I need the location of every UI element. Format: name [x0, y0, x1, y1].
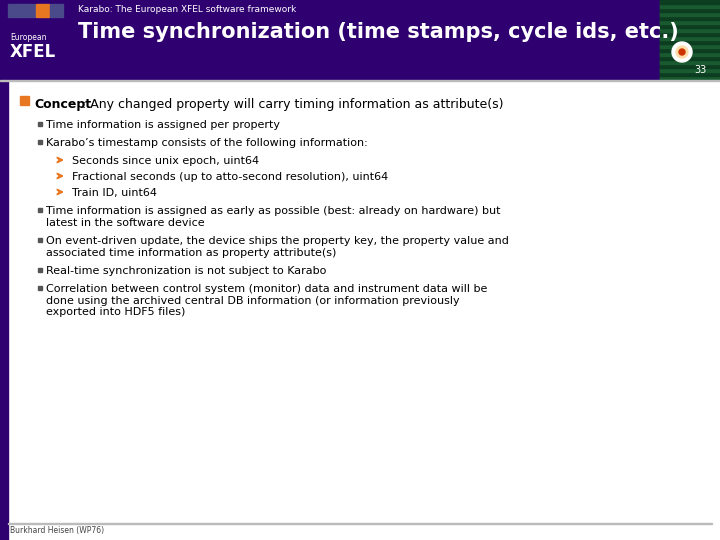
Bar	[50, 4, 63, 17]
Text: Fractional seconds (up to atto-second resolution), uint64: Fractional seconds (up to atto-second re…	[72, 172, 388, 182]
Bar	[660, 44, 720, 48]
Text: Burkhard Heisen (WP76): Burkhard Heisen (WP76)	[10, 525, 104, 535]
Text: Time information is assigned per property: Time information is assigned per propert…	[46, 120, 280, 130]
Text: Seconds since unix epoch, uint64: Seconds since unix epoch, uint64	[72, 156, 259, 166]
Text: Time synchronization (time stamps, cycle ids, etc.): Time synchronization (time stamps, cycle…	[78, 22, 679, 42]
Circle shape	[672, 42, 692, 62]
Bar	[660, 76, 720, 80]
Bar	[20, 96, 29, 105]
Bar	[660, 8, 720, 12]
Bar	[38, 208, 42, 212]
Bar	[8, 4, 35, 17]
Text: Concept: Concept	[34, 98, 91, 111]
Bar	[660, 4, 720, 8]
Bar	[660, 24, 720, 28]
Text: European: European	[10, 33, 47, 42]
Text: Train ID, uint64: Train ID, uint64	[72, 188, 157, 198]
Bar	[0, 80, 8, 540]
Text: Time information is assigned as early as possible (best: already on hardware) bu: Time information is assigned as early as…	[46, 206, 500, 227]
Text: Karabo: The European XFEL software framework: Karabo: The European XFEL software frame…	[78, 5, 296, 14]
Circle shape	[676, 46, 688, 58]
Bar	[660, 16, 720, 20]
Bar	[38, 122, 42, 126]
Bar	[38, 268, 42, 272]
Bar	[660, 36, 720, 40]
Bar	[660, 32, 720, 36]
Bar	[36, 4, 49, 17]
Text: Real-time synchronization is not subject to Karabo: Real-time synchronization is not subject…	[46, 266, 326, 276]
Bar	[660, 48, 720, 52]
Text: Correlation between control system (monitor) data and instrument data will be
do: Correlation between control system (moni…	[46, 284, 487, 317]
Bar	[0, 80, 720, 81]
Bar	[660, 60, 720, 64]
Bar	[8, 523, 712, 524]
Bar	[660, 64, 720, 68]
Bar	[660, 12, 720, 16]
Bar	[660, 0, 720, 4]
Bar	[660, 20, 720, 24]
Text: : Any changed property will carry timing information as attribute(s): : Any changed property will carry timing…	[82, 98, 503, 111]
Bar	[660, 68, 720, 72]
Circle shape	[679, 49, 685, 55]
Text: Karabo’s timestamp consists of the following information:: Karabo’s timestamp consists of the follo…	[46, 138, 368, 148]
Bar	[660, 28, 720, 32]
Bar	[0, 0, 720, 80]
Bar	[660, 0, 720, 80]
Bar	[660, 72, 720, 76]
Bar	[660, 56, 720, 60]
Bar	[38, 238, 42, 242]
Text: 33: 33	[694, 65, 706, 75]
Bar	[38, 140, 42, 144]
Text: XFEL: XFEL	[10, 43, 56, 61]
Bar	[660, 52, 720, 56]
Bar	[660, 40, 720, 44]
Text: On event-driven update, the device ships the property key, the property value an: On event-driven update, the device ships…	[46, 236, 509, 258]
Bar	[38, 286, 42, 290]
